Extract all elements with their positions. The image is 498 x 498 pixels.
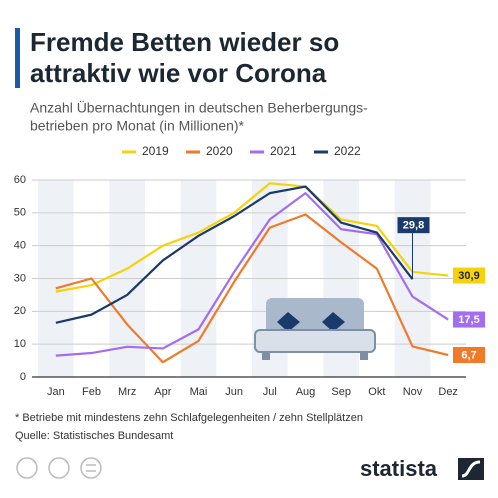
x-tick-label: Feb <box>82 386 101 398</box>
series-line <box>55 213 449 364</box>
legend-label: 2019 <box>142 144 169 158</box>
legend-label: 2020 <box>206 144 233 158</box>
value-label: 17,5 <box>458 314 479 326</box>
brand-logo <box>461 460 481 478</box>
x-tick-label: Sep <box>331 386 351 398</box>
x-tick-label: Okt <box>368 386 385 398</box>
value-label-box <box>453 311 485 328</box>
chart-subtitle: betrieben pro Monat (in Millionen)* <box>30 118 245 134</box>
y-tick-label: 0 <box>20 371 26 383</box>
x-tick-label: Mrz <box>118 386 136 398</box>
brand: statista <box>360 456 438 481</box>
series-line <box>55 192 449 357</box>
x-tick-label: Mai <box>190 386 208 398</box>
x-tick-label: Dez <box>438 386 458 398</box>
legend-label: 2021 <box>270 144 297 158</box>
footnote: * Betriebe mit mindestens zehn Schlafgel… <box>15 412 363 424</box>
value-label: 29,8 <box>403 220 424 232</box>
source: Quelle: Statistisches Bundesamt <box>15 430 173 442</box>
bed-icon <box>254 298 376 360</box>
value-label-box <box>453 347 485 364</box>
accent-bar <box>15 28 20 88</box>
x-tick-label: Jul <box>263 386 277 398</box>
legend-label: 2022 <box>334 144 361 158</box>
y-tick-label: 10 <box>14 338 26 350</box>
series-line <box>55 182 449 293</box>
x-tick-label: Aug <box>296 386 316 398</box>
value-label-box <box>397 217 430 234</box>
chart-subtitle: Anzahl Übernachtungen in deutschen Beher… <box>30 99 368 116</box>
value-label: 30,9 <box>458 270 479 282</box>
chart-title: attraktiv wie vor Corona <box>30 58 327 88</box>
x-tick-label: Apr <box>154 386 171 398</box>
x-tick-label: Nov <box>403 386 423 398</box>
y-tick-label: 60 <box>14 174 26 186</box>
y-tick-label: 50 <box>14 207 26 219</box>
license-icons <box>16 457 102 479</box>
chart-title: Fremde Betten wieder so <box>30 27 339 57</box>
value-label-box <box>453 267 485 284</box>
series-line <box>55 185 414 324</box>
y-tick-label: 30 <box>14 272 26 284</box>
y-tick-label: 20 <box>14 305 26 317</box>
y-tick-label: 40 <box>14 240 26 252</box>
x-tick-label: Jun <box>225 386 243 398</box>
x-tick-label: Jan <box>47 386 65 398</box>
value-label: 6,7 <box>461 349 476 361</box>
